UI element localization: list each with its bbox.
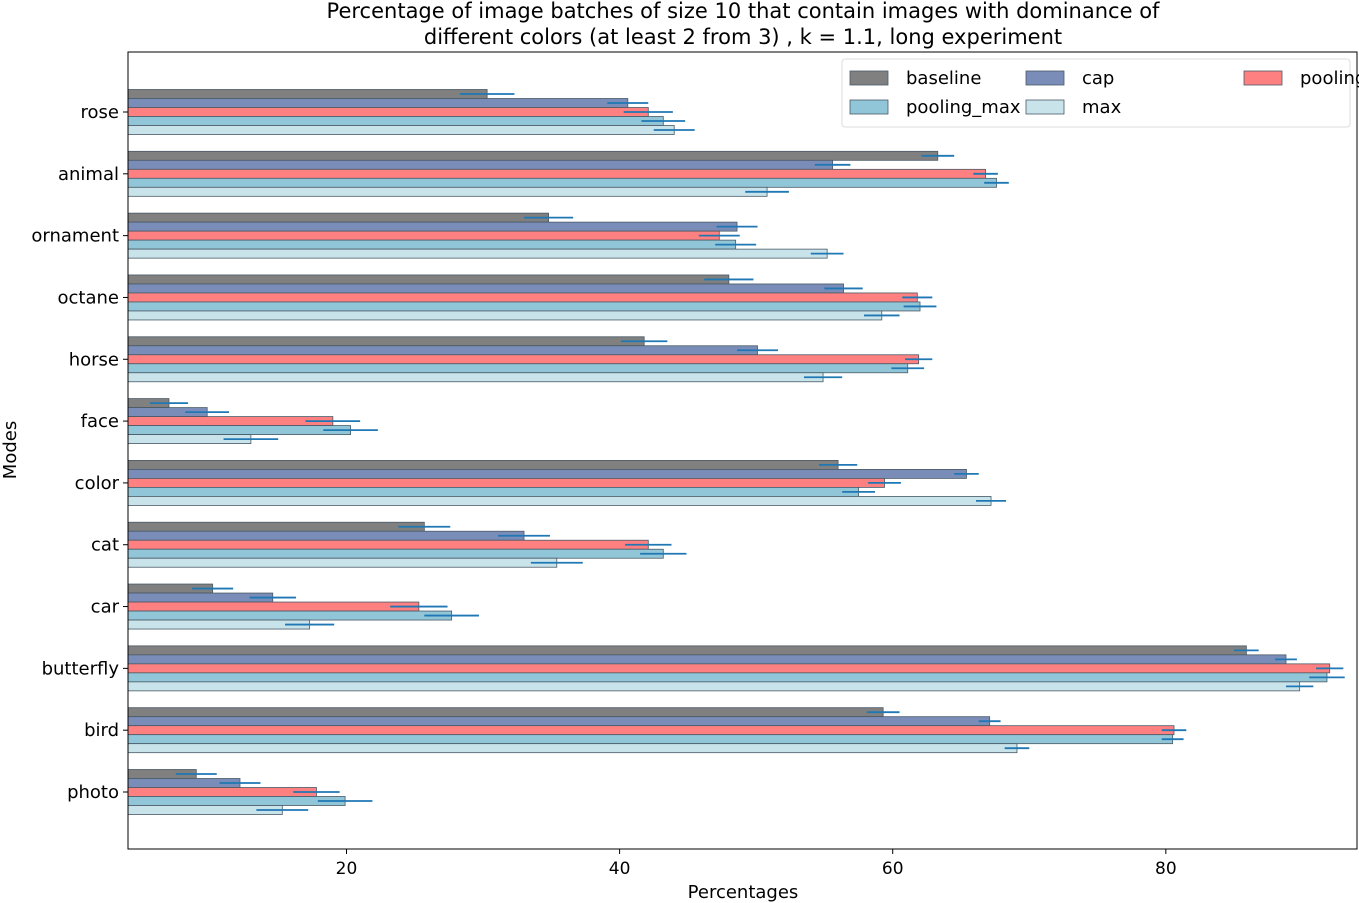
bar-color-pooling_max [127,487,859,497]
bar-animal-max [127,186,768,197]
legend-swatch-baseline [849,70,889,86]
bar-ornament-baseline [127,212,549,223]
y-tick-label-butterfly: butterfly [42,658,120,679]
bar-octane-pooling_cap [127,292,918,303]
bar-rose-baseline [127,89,488,99]
bar-color-baseline [127,460,839,470]
error-bars-layer [149,93,1345,811]
legend-label-pooling_max: pooling_max [906,97,1021,118]
y-tick-label-color: color [75,473,120,494]
bar-rose-pooling_max [127,116,664,126]
legend-label-max: max [1082,97,1122,118]
bar-face-pooling_max [127,425,351,435]
bar-bird-max [127,743,1018,754]
bar-color-cap [127,469,967,479]
x-tick-label-80: 80 [1155,859,1177,879]
bar-rose-cap [127,98,629,108]
legend-label-cap: cap [1082,68,1114,89]
bar-cat-baseline [127,521,425,532]
bar-animal-cap [127,159,834,170]
bar-horse-max [127,372,824,383]
bar-ornament-pooling_max [127,239,737,250]
bar-bird-cap [127,716,991,727]
y-axis-ticks: rose animal ornament octane horse face color ca… [31,102,128,803]
x-axis-label: Percentages [688,882,799,903]
bar-octane-cap [127,283,844,294]
legend-swatch-max [1025,99,1065,115]
bar-ornament-cap [127,221,738,232]
y-tick-label-ornament: ornament [31,226,119,247]
bar-horse-pooling_max [127,363,909,374]
bars-layer [127,89,1331,815]
bar-bird-baseline [127,707,884,718]
legend-swatch-cap [1025,70,1065,86]
bar-cat-pooling_max [127,548,664,559]
bar-face-pooling_cap [127,416,334,426]
bar-bird-pooling_max [127,734,1174,745]
legend-label-baseline: baseline [906,68,981,89]
y-axis-label: Modes [0,421,21,479]
bar-car-pooling_cap [127,601,420,612]
chart-title-line-1: Percentage of image batches of size 10 t… [327,0,1160,23]
x-tick-label-20: 20 [336,859,358,879]
bar-butterfly-cap [127,654,1287,665]
legend-label-pooling_cap: pooling_cap [1300,68,1359,89]
y-tick-label-car: car [91,597,120,618]
bar-horse-cap [127,345,758,356]
bar-photo-pooling_max [127,796,346,806]
y-tick-label-photo: photo [67,782,119,803]
legend-frame [841,58,1351,128]
bar-car-pooling_max [127,610,453,621]
bar-car-max [127,619,311,630]
x-tick-label-40: 40 [609,859,631,879]
bar-octane-max [127,310,883,321]
chart-title-line-2: different colors (at least 2 from 3) , k… [424,25,1062,49]
bar-horse-pooling_cap [127,354,920,365]
bar-cat-pooling_cap [127,539,649,550]
bar-cat-cap [127,530,525,541]
bar-color-max [127,496,992,506]
y-tick-label-horse: horse [69,349,119,370]
y-tick-label-rose: rose [81,102,119,123]
bar-cat-max [127,557,558,568]
y-tick-label-octane: octane [58,287,119,308]
bar-color-pooling_cap [127,478,885,488]
bar-animal-pooling_cap [127,168,986,179]
bar-horse-baseline [127,336,645,347]
bar-rose-max [127,125,675,135]
legend-swatch-pooling_max [849,99,889,115]
bar-ornament-max [127,248,828,259]
y-tick-label-cat: cat [91,535,119,556]
bar-octane-baseline [127,274,730,285]
bar-bird-pooling_cap [127,725,1175,736]
bar-animal-baseline [127,150,939,161]
x-axis-ticks: 20 40 60 80 [336,849,1177,879]
y-tick-label-animal: animal [58,164,119,185]
bar-butterfly-pooling_cap [127,663,1331,674]
bar-ornament-pooling_cap [127,230,720,241]
bar-butterfly-pooling_max [127,672,1328,683]
bar-photo-pooling_cap [127,787,317,797]
bar-rose-pooling_cap [127,107,649,117]
bar-animal-pooling_max [127,177,997,188]
bar-butterfly-max [127,681,1301,692]
legend: baseline cap pooling_cap pooling_max max [841,58,1359,128]
bar-butterfly-baseline [127,645,1247,656]
y-tick-label-face: face [81,411,119,432]
plot-frame [127,51,1358,850]
x-tick-label-60: 60 [882,859,904,879]
legend-swatch-pooling_cap [1243,70,1283,86]
bar-octane-pooling_max [127,301,921,312]
y-tick-label-bird: bird [84,720,119,741]
